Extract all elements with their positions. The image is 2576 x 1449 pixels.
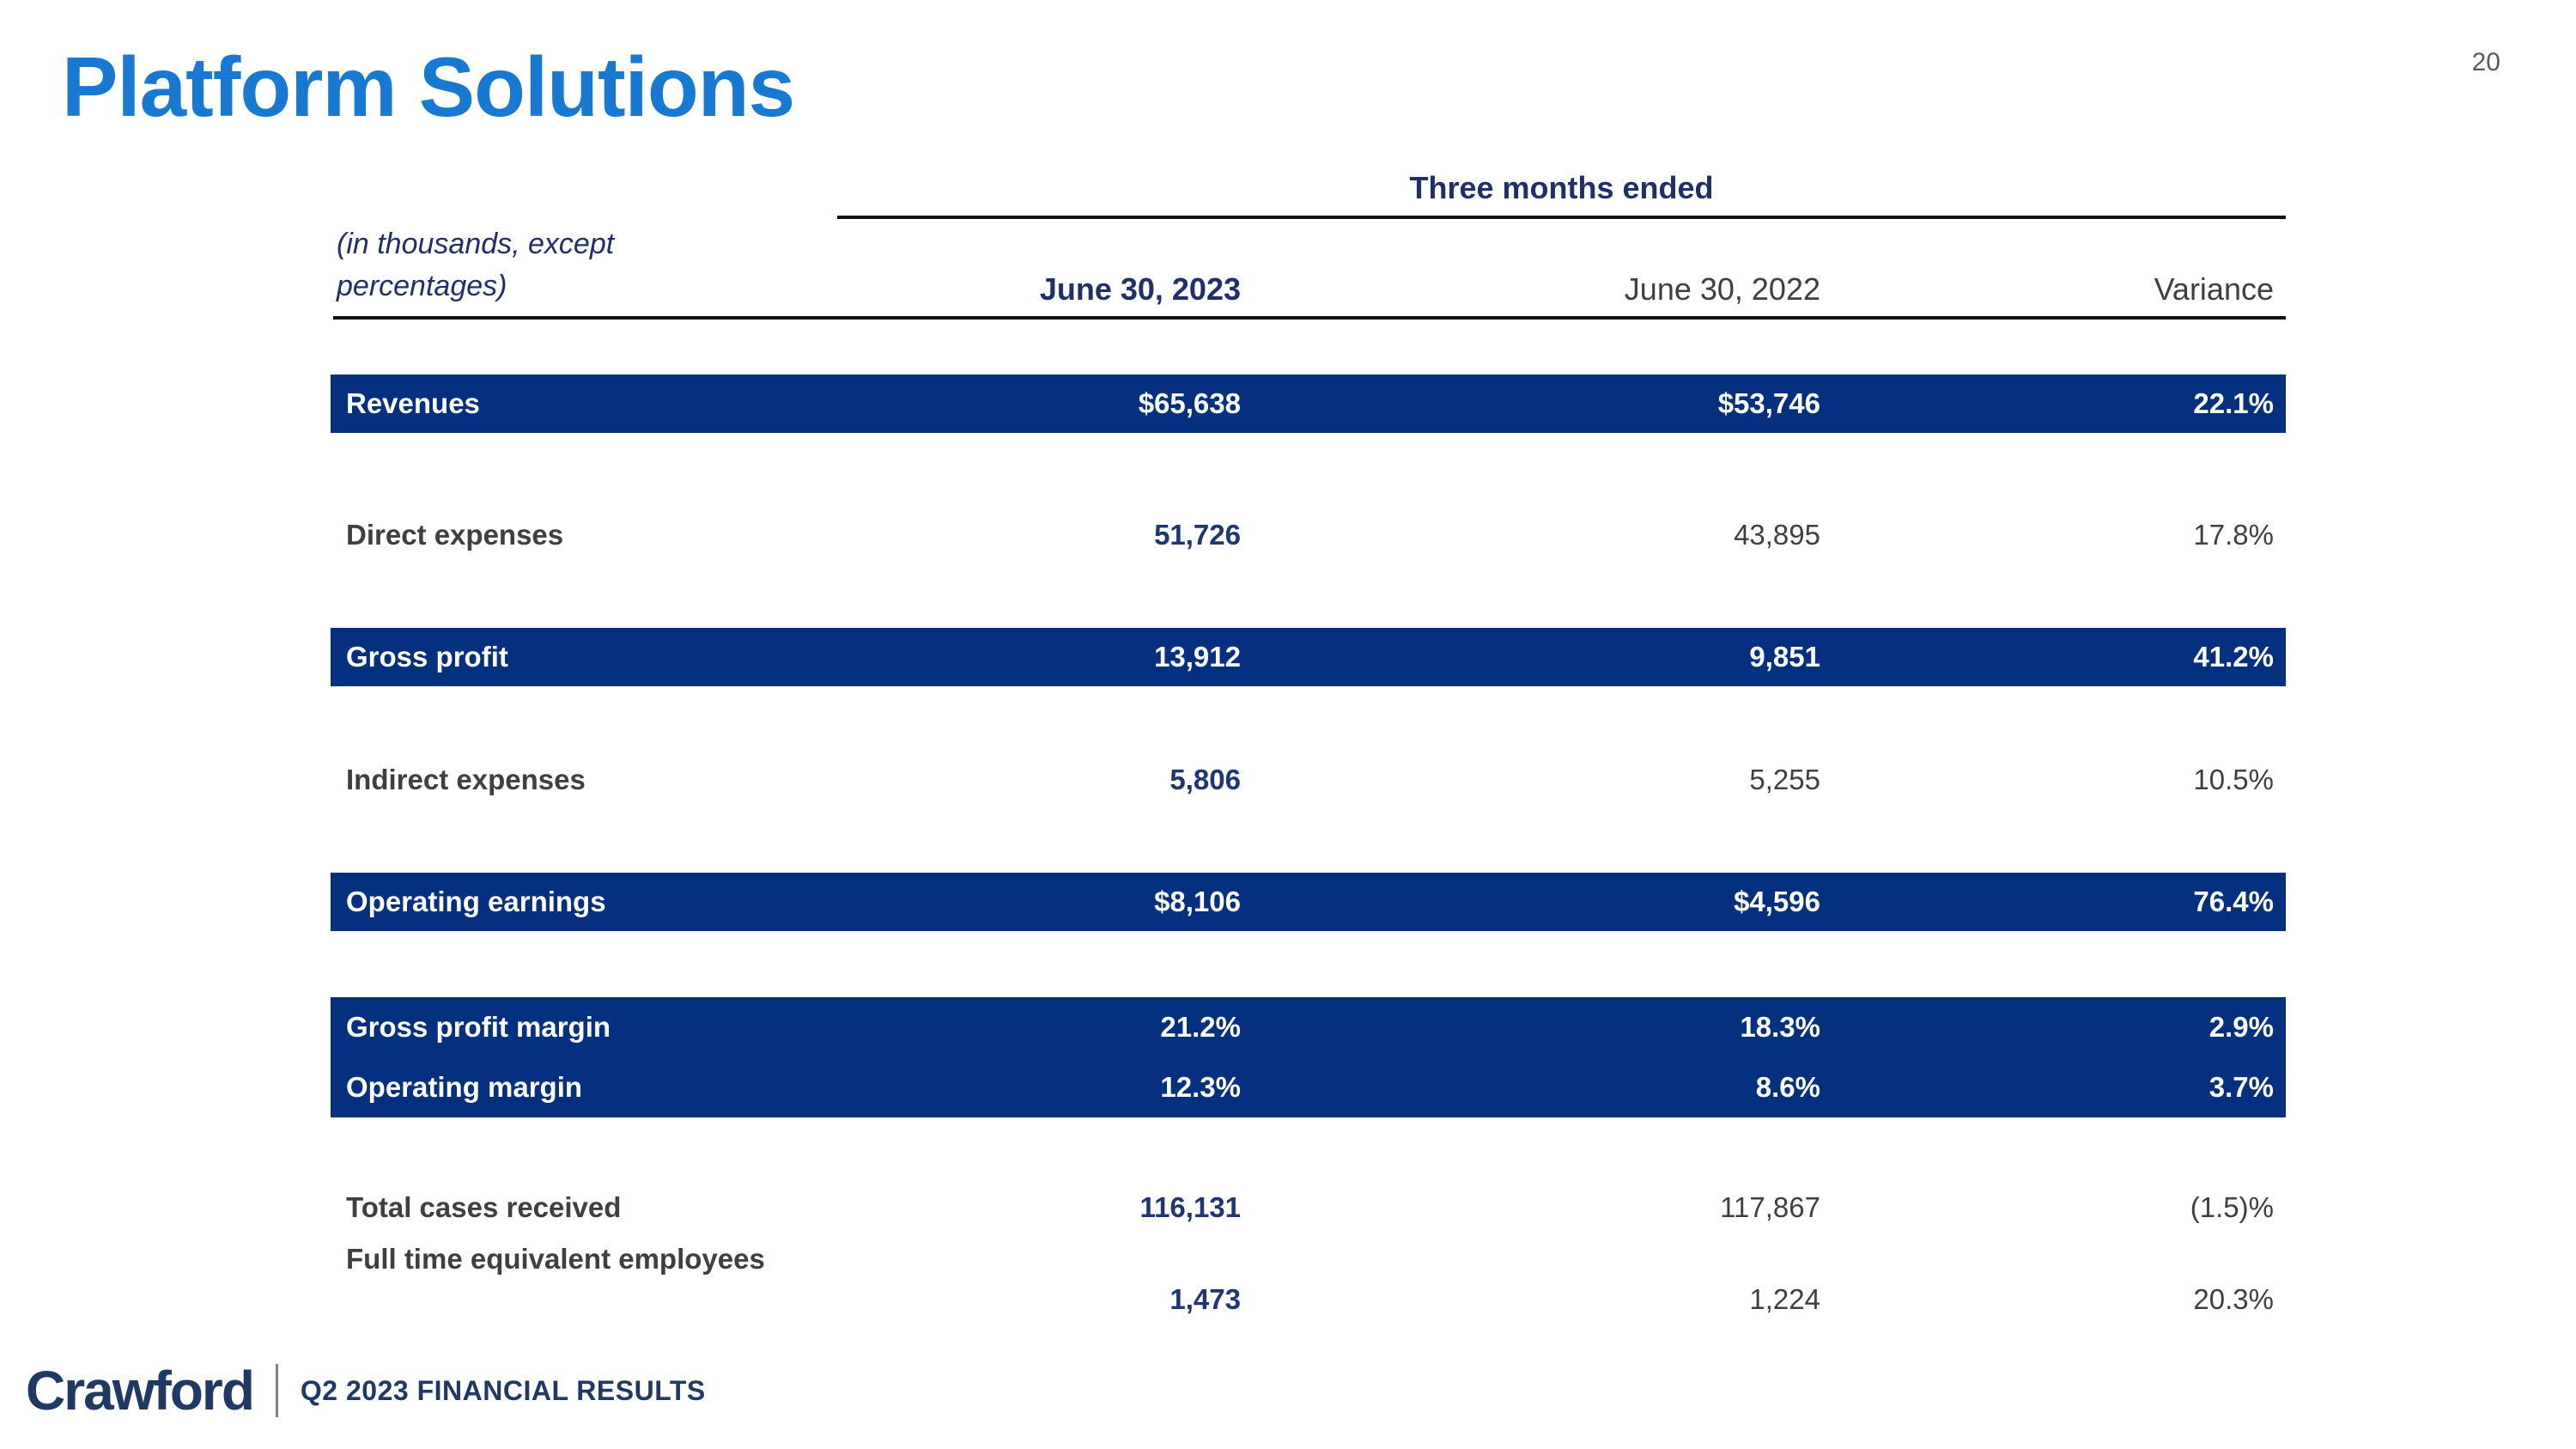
value-variance: 41.2% [2193,641,2274,673]
table-row-indirect-expenses: Indirect expenses 5,806 5,255 10.5% [331,751,2286,809]
value-variance: 20.3% [2193,1283,2274,1315]
row-label: Indirect expenses [346,764,586,795]
value-2023: 12.3% [1160,1071,1241,1103]
table-row-fte-employees: Full time equivalent employees 1,473 1,2… [331,1233,2286,1326]
table-row-gross-profit: Gross profit 13,912 9,851 41.2% [331,628,2286,686]
table-rule-header [333,316,2286,320]
table-row-operating-earnings: Operating earnings $8,106 $4,596 76.4% [331,873,2286,931]
value-2022: 117,867 [1720,1191,1820,1223]
table-row-revenues: Revenues $65,638 $53,746 22.1% [331,374,2286,433]
value-2022: 9,851 [1749,641,1820,673]
value-2022: $4,596 [1734,886,1820,917]
row-label: Revenues [346,387,480,419]
value-variance: 22.1% [2193,387,2274,419]
table-row-operating-margin: Operating margin 12.3% 8.6% 3.7% [331,1057,2286,1117]
value-2022: 18.3% [1740,1011,1820,1043]
table-row-gross-profit-margin: Gross profit margin 21.2% 18.3% 2.9% [331,997,2286,1057]
page-number: 20 [2471,48,2500,76]
row-label: Operating margin [346,1071,583,1103]
table-row-total-cases: Total cases received 116,131 117,867 (1.… [331,1178,2286,1237]
value-2023: 116,131 [1139,1191,1241,1223]
row-label: Full time equivalent employees [346,1243,765,1275]
value-2023: 1,473 [1170,1283,1241,1315]
value-2023: $65,638 [1138,387,1241,419]
footer-text: Q2 2023 FINANCIAL RESULTS [300,1374,706,1406]
value-2022: 8.6% [1755,1071,1820,1103]
value-variance: 76.4% [2193,886,2274,917]
column-header-2023: June 30, 2023 [1039,271,1241,307]
value-variance: 3.7% [2208,1071,2274,1103]
value-variance: 2.9% [2208,1011,2274,1043]
value-variance: 10.5% [2193,764,2274,795]
row-label: Operating earnings [346,886,606,917]
value-2022: 43,895 [1734,519,1820,551]
crawford-logo: Crawford [26,1360,255,1422]
table-row-direct-expenses: Direct expenses 51,726 43,895 17.8% [331,506,2286,564]
value-2022: 1,224 [1749,1283,1820,1315]
footer: Crawford Q2 2023 FINANCIAL RESULTS [26,1359,706,1422]
row-label: Gross profit [346,641,508,673]
value-2023: 51,726 [1154,519,1241,551]
column-header-variance: Variance [2154,271,2274,307]
page-title: Platform Solutions [62,40,795,134]
table-note: (in thousands, except percentages) [337,228,615,303]
table-group-header: Three months ended [1409,170,1714,205]
value-2023: 21.2% [1160,1011,1241,1043]
row-label: Direct expenses [346,519,564,551]
table-rule-top [837,216,2286,219]
value-2023: $8,106 [1154,886,1241,917]
footer-divider [275,1364,278,1417]
row-label: Total cases received [346,1191,622,1223]
value-variance: (1.5)% [2190,1191,2274,1223]
column-header-2022: June 30, 2022 [1624,271,1820,307]
value-2022: 5,255 [1749,764,1820,795]
row-label: Gross profit margin [346,1011,611,1043]
value-2023: 5,806 [1170,764,1241,795]
value-2023: 13,912 [1154,641,1241,673]
value-2022: $53,746 [1717,387,1820,419]
value-variance: 17.8% [2193,519,2274,551]
